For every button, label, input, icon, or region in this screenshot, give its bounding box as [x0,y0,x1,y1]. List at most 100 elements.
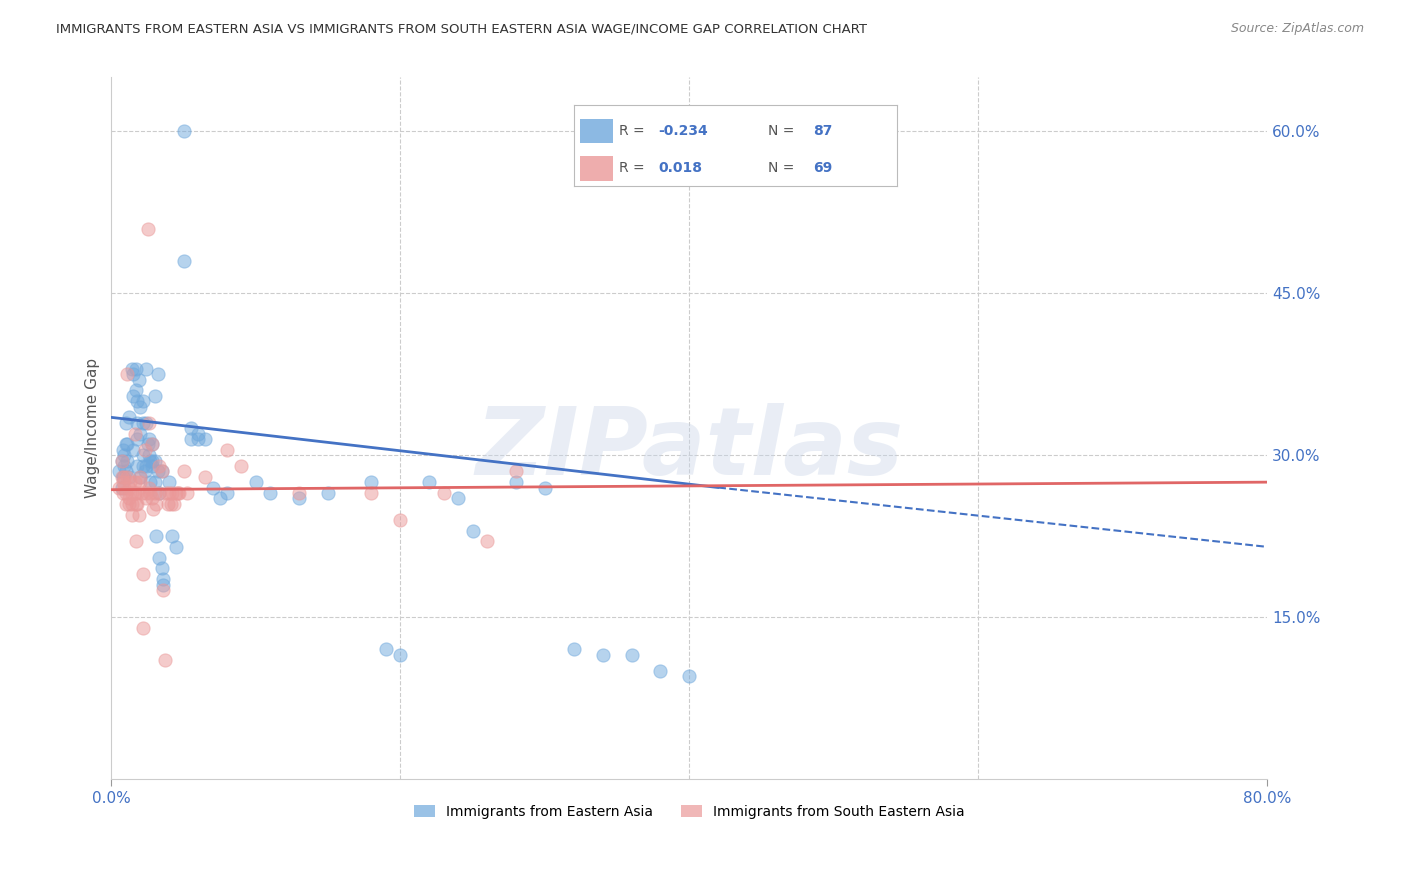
Point [129,475,152,490]
Point [141,453,163,467]
Point [118,410,141,425]
Point [145,497,167,511]
Point [150,464,173,478]
Point [129,469,152,483]
Point [231,458,253,473]
Y-axis label: Wage/Income Gap: Wage/Income Gap [86,358,100,499]
Point [111,469,134,483]
Point [173,253,195,268]
Point [129,426,152,441]
Point [124,475,146,490]
Point [143,389,166,403]
Point [678,669,700,683]
Point [115,497,138,511]
Point [447,491,470,506]
Point [146,368,169,382]
Point [122,389,145,403]
Point [115,486,138,500]
Point [117,368,139,382]
Point [180,421,202,435]
Point [155,486,177,500]
Point [135,486,157,500]
Point [360,486,382,500]
Point [167,486,190,500]
Point [475,534,498,549]
Point [125,534,148,549]
Point [169,486,191,500]
Point [117,453,139,467]
Point [418,475,440,490]
Point [112,448,135,462]
Point [111,486,134,500]
Point [159,497,181,511]
Point [118,491,141,506]
Point [127,416,149,430]
Point [148,550,170,565]
Point [135,361,157,376]
Point [505,464,527,478]
Point [127,486,149,500]
Point [157,475,180,490]
Point [138,481,160,495]
Point [592,648,614,662]
Point [127,497,149,511]
Point [146,464,169,478]
Point [132,458,155,473]
Text: IMMIGRANTS FROM EASTERN ASIA VS IMMIGRANTS FROM SOUTH EASTERN ASIA WAGE/INCOME G: IMMIGRANTS FROM EASTERN ASIA VS IMMIGRAN… [56,22,868,36]
Point [152,577,174,591]
Point [129,469,152,483]
Point [115,437,138,451]
Point [259,486,281,500]
Point [139,486,162,500]
Point [141,491,163,506]
Point [112,469,135,483]
Point [110,469,132,483]
Point [129,400,152,414]
Point [121,361,143,376]
Point [127,432,149,446]
Point [150,561,173,575]
Point [132,621,155,635]
Point [135,416,157,430]
Point [107,481,129,495]
Point [110,453,132,467]
Point [562,642,585,657]
Point [316,486,339,500]
Point [160,529,183,543]
Point [120,475,142,490]
Point [152,572,174,586]
Point [461,524,484,538]
Point [165,486,187,500]
Point [132,394,155,409]
Point [115,416,138,430]
Point [620,648,643,662]
Point [360,475,382,490]
Point [153,653,176,667]
Point [131,486,153,500]
Point [389,648,412,662]
Point [128,373,150,387]
Point [288,486,311,500]
Point [165,540,187,554]
Point [125,361,148,376]
Point [124,426,146,441]
Point [215,442,238,457]
Point [187,432,209,446]
Point [187,426,209,441]
Point [138,416,160,430]
Legend: Immigrants from Eastern Asia, Immigrants from South Eastern Asia: Immigrants from Eastern Asia, Immigrants… [409,799,970,824]
Point [389,513,412,527]
Text: Source: ZipAtlas.com: Source: ZipAtlas.com [1230,22,1364,36]
Point [118,481,141,495]
Point [534,481,557,495]
Point [135,458,157,473]
Point [138,448,160,462]
Point [136,221,159,235]
Point [118,469,141,483]
Point [145,529,167,543]
Point [176,486,198,500]
Point [128,508,150,522]
Point [173,464,195,478]
Point [157,486,180,500]
Point [374,642,396,657]
